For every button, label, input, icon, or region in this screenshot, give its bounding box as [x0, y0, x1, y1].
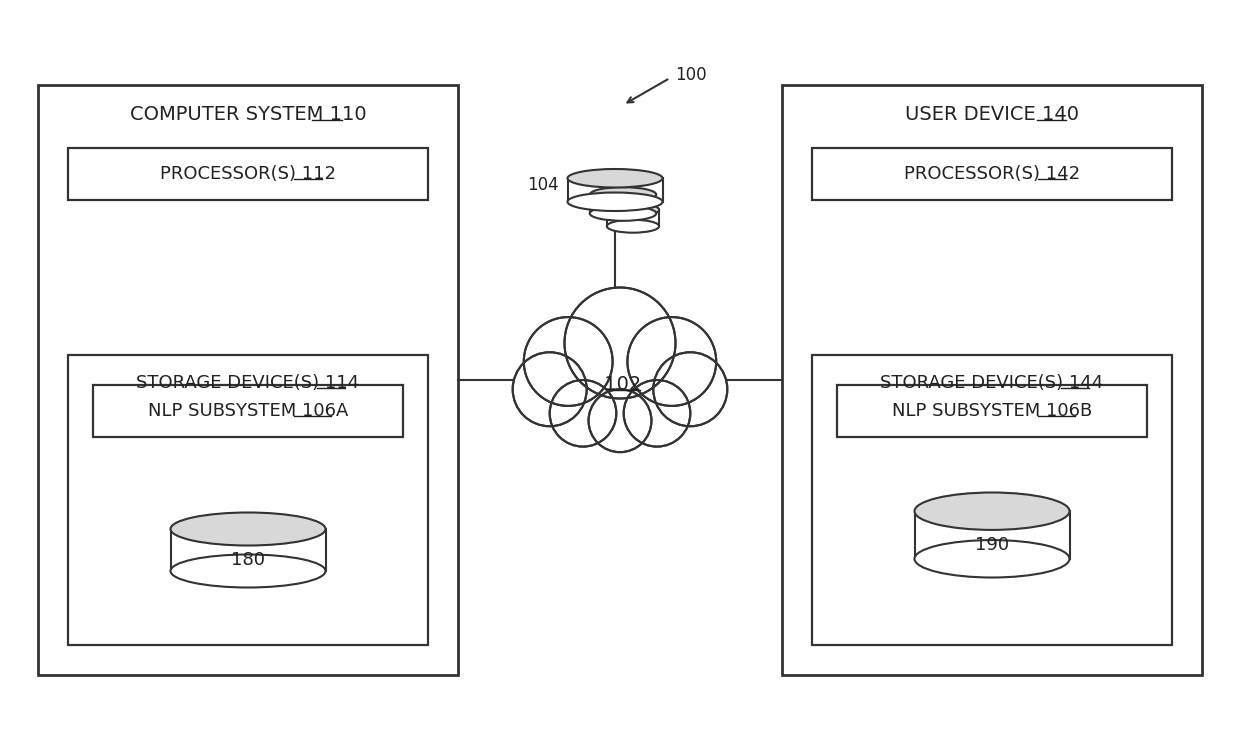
Circle shape: [516, 356, 584, 423]
Bar: [782, 85, 1202, 675]
Bar: [837, 385, 1147, 437]
Text: PROCESSOR(S) 112: PROCESSOR(S) 112: [160, 165, 336, 183]
Bar: [38, 85, 458, 675]
Text: USER DEVICE 140: USER DEVICE 140: [905, 106, 1079, 124]
Text: PROCESSOR(S) 142: PROCESSOR(S) 142: [904, 165, 1080, 183]
Text: STORAGE DEVICE(S) 114: STORAGE DEVICE(S) 114: [136, 374, 360, 392]
Circle shape: [653, 352, 728, 426]
Circle shape: [624, 380, 691, 446]
Ellipse shape: [171, 512, 325, 545]
Circle shape: [523, 317, 613, 406]
Text: NLP SUBSYSTEM 106B: NLP SUBSYSTEM 106B: [892, 402, 1092, 420]
Circle shape: [626, 382, 688, 444]
Ellipse shape: [171, 554, 325, 587]
Ellipse shape: [568, 169, 662, 188]
Ellipse shape: [915, 540, 1069, 578]
Ellipse shape: [590, 188, 656, 202]
Text: STORAGE DEVICE(S) 144: STORAGE DEVICE(S) 144: [880, 374, 1104, 392]
Circle shape: [631, 321, 713, 402]
Text: COMPUTER SYSTEM 110: COMPUTER SYSTEM 110: [130, 106, 366, 124]
Bar: [590, 194, 656, 214]
Bar: [171, 529, 325, 571]
Circle shape: [512, 352, 587, 426]
Bar: [568, 178, 662, 202]
Circle shape: [552, 382, 614, 444]
Ellipse shape: [606, 203, 660, 216]
Text: 104: 104: [527, 176, 559, 194]
Circle shape: [591, 392, 649, 450]
Text: 190: 190: [975, 536, 1009, 554]
Circle shape: [589, 389, 651, 452]
Circle shape: [549, 380, 616, 446]
Bar: [68, 148, 428, 200]
Bar: [915, 512, 1069, 559]
Circle shape: [527, 321, 609, 402]
Ellipse shape: [568, 193, 662, 211]
Circle shape: [656, 356, 724, 423]
Bar: [93, 385, 403, 437]
Text: 180: 180: [231, 551, 265, 569]
Circle shape: [569, 292, 671, 394]
Bar: [68, 355, 428, 645]
Circle shape: [564, 287, 676, 398]
Text: NLP SUBSYSTEM 106A: NLP SUBSYSTEM 106A: [148, 402, 348, 420]
Circle shape: [627, 317, 717, 406]
Text: 100: 100: [675, 66, 707, 84]
Ellipse shape: [915, 493, 1069, 530]
Text: 102: 102: [599, 376, 641, 394]
Ellipse shape: [606, 220, 660, 232]
Ellipse shape: [590, 206, 656, 220]
Bar: [606, 210, 660, 226]
Bar: [812, 148, 1172, 200]
Bar: [812, 355, 1172, 645]
